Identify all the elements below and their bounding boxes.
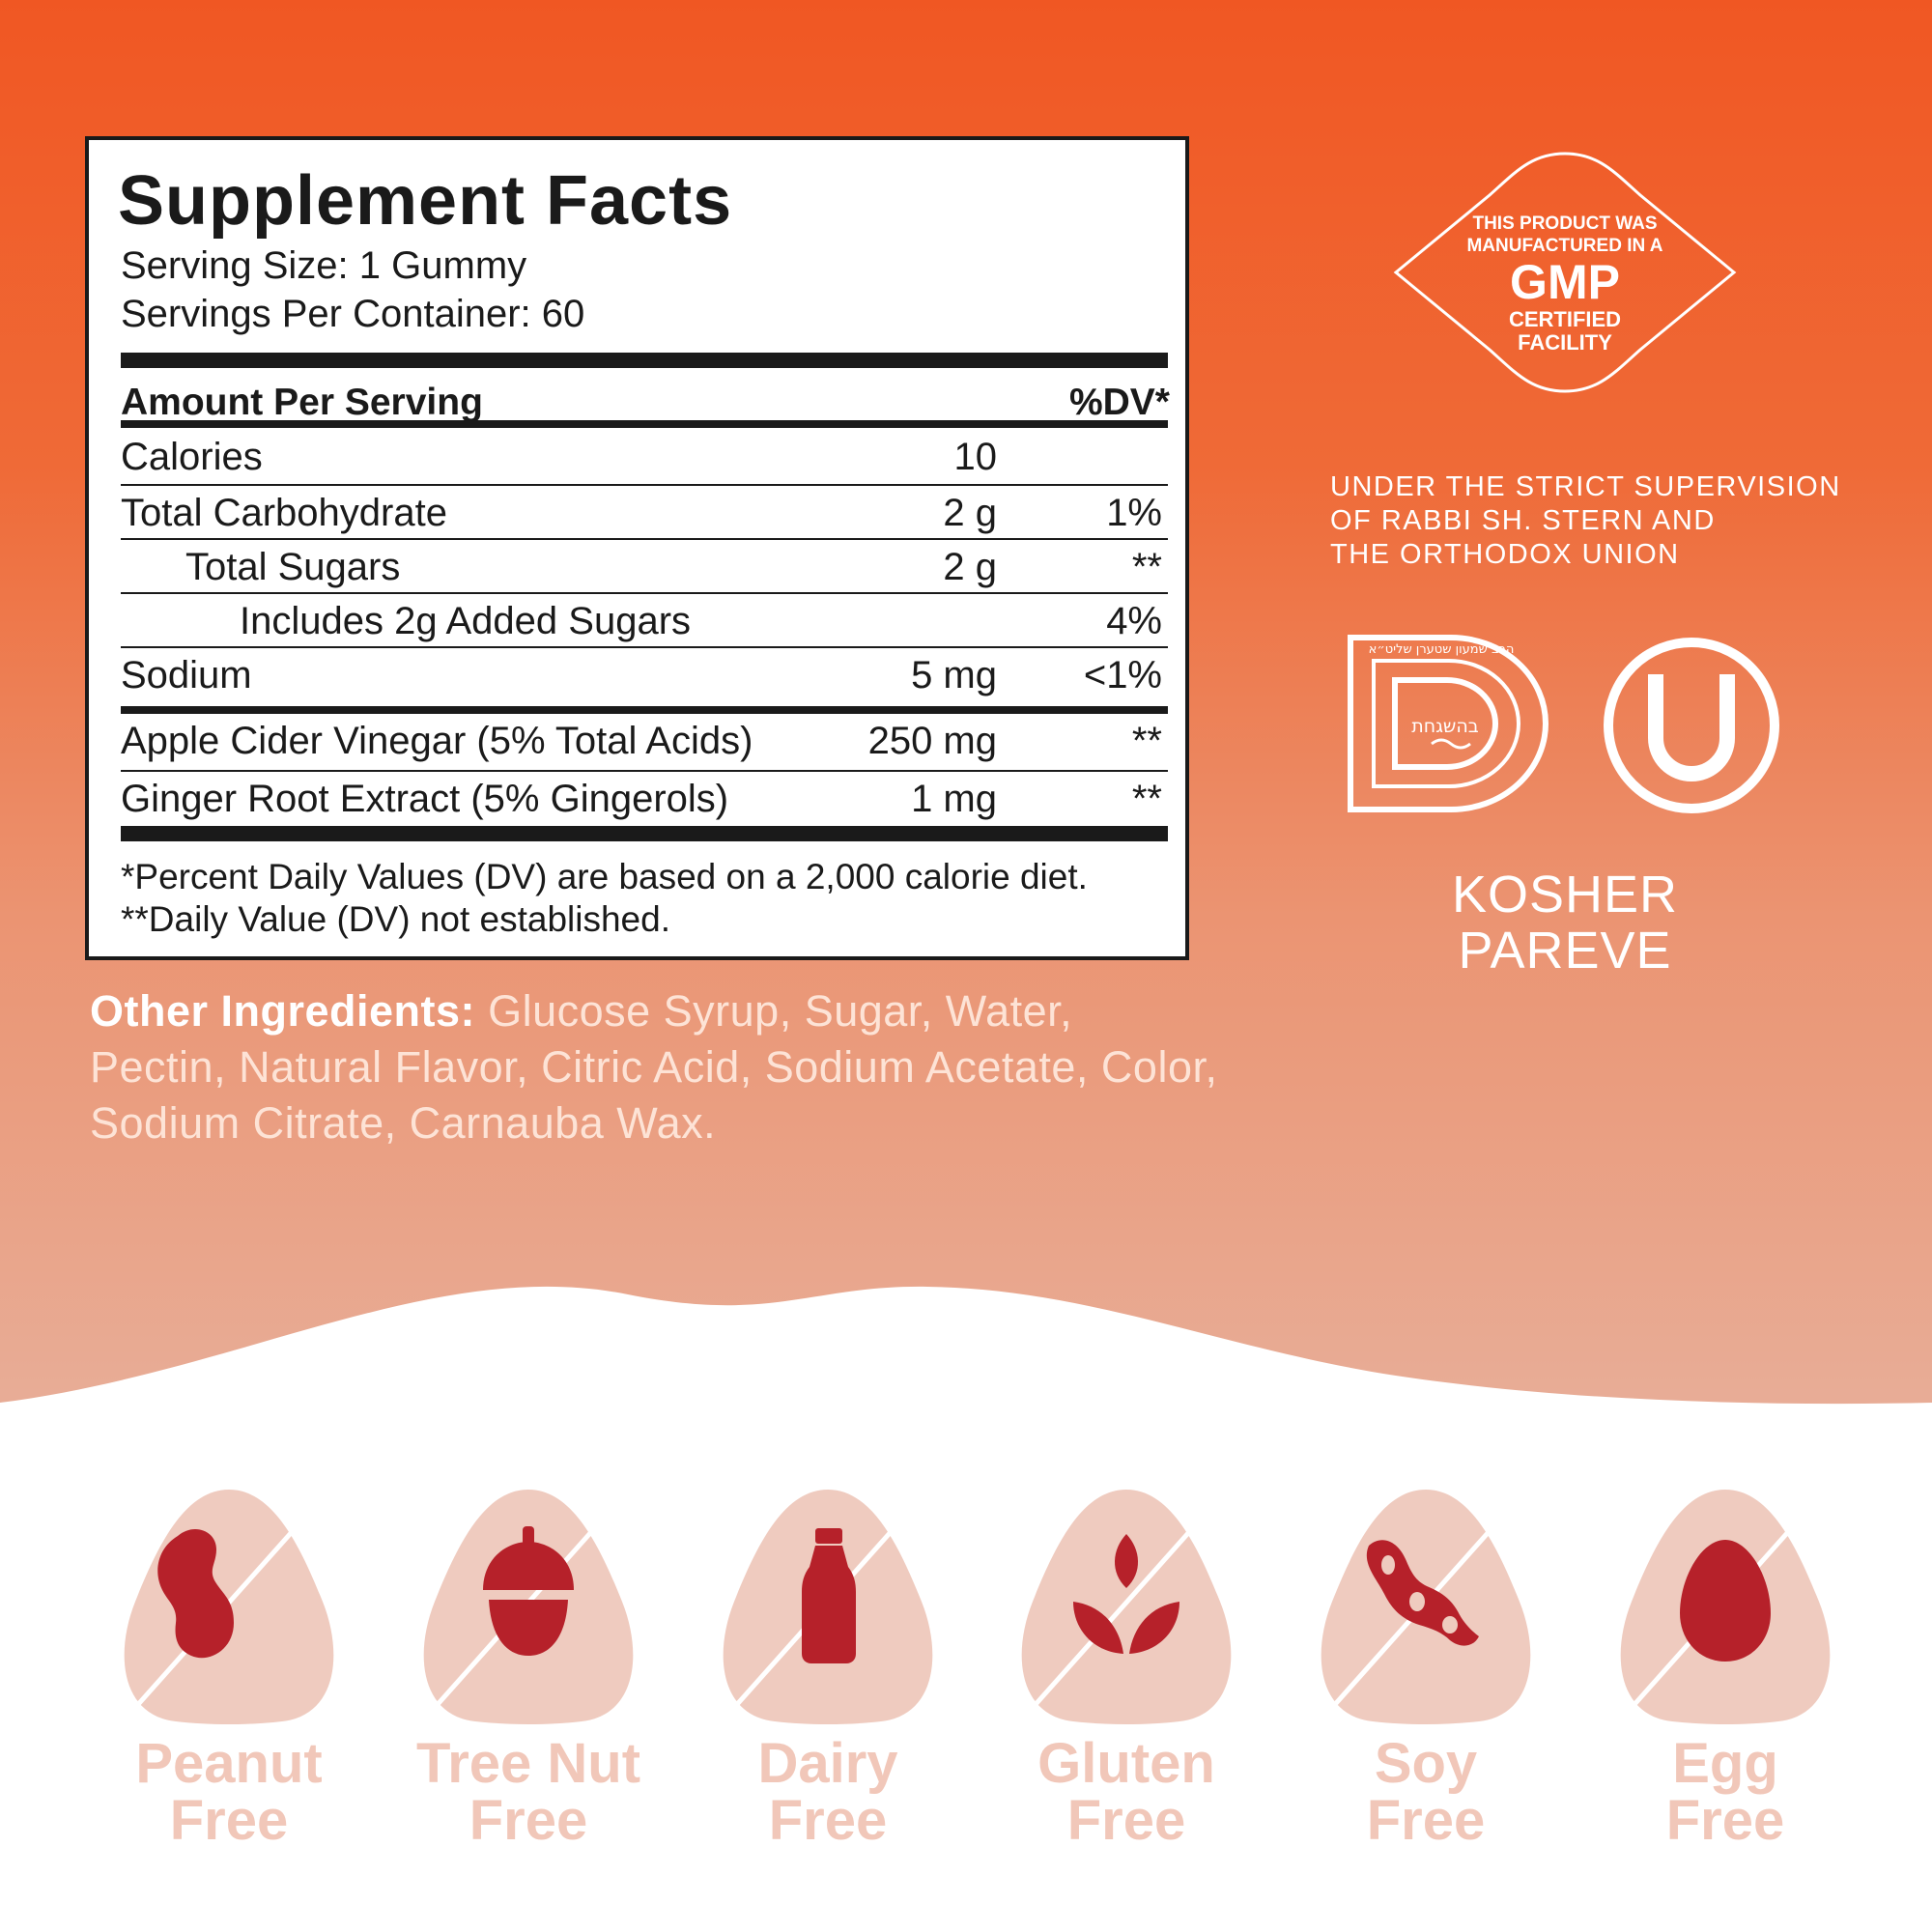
kosher-seal-ring-text: הרב שמעון שטערן שליט״א: [1369, 642, 1515, 657]
medium-divider: [121, 706, 1168, 714]
row-divider: [121, 484, 1168, 486]
gmp-big: GMP: [1510, 255, 1620, 309]
nutrient-name: Apple Cider Vinegar (5% Total Acids): [121, 720, 753, 762]
allergen-label: Egg: [1672, 1732, 1778, 1795]
allergen-free-label: Free: [1366, 1789, 1486, 1852]
acorn-icon: [423, 1490, 634, 1724]
nutrient-row: Apple Cider Vinegar (5% Total Acids) 250…: [121, 714, 1168, 768]
nutrient-amount: 10: [953, 436, 998, 478]
nutrient-amount: 5 mg: [911, 654, 997, 696]
nutrient-row: Calories 10: [121, 430, 1168, 484]
egg-icon: [1620, 1490, 1831, 1724]
supervision-text: UNDER THE STRICT SUPERVISION OF RABBI SH…: [1330, 470, 1871, 572]
nutrient-dv: 1%: [1106, 492, 1162, 534]
ingredients-label: Other Ingredients:: [90, 986, 476, 1036]
nutrient-name: Sodium: [121, 654, 252, 696]
nutrient-name: Includes 2g Added Sugars: [240, 600, 692, 642]
gmp-badge: THIS PRODUCT WAS MANUFACTURED IN A GMP C…: [1393, 152, 1737, 393]
nutrient-dv: **: [1131, 546, 1162, 588]
thick-divider: [121, 826, 1168, 841]
allergen-label: Soy: [1374, 1732, 1478, 1795]
nutrient-dv: <1%: [1083, 654, 1162, 696]
supervision-line: UNDER THE STRICT SUPERVISION: [1330, 471, 1841, 502]
nutrient-dv: 4%: [1106, 600, 1162, 642]
allergen-free-label: Free: [1665, 1789, 1785, 1852]
servings-per-container: Servings Per Container: 60: [121, 293, 585, 335]
gmp-line1: THIS PRODUCT WAS: [1472, 213, 1657, 234]
nutrient-amount: 2 g: [943, 492, 997, 534]
nutrient-amount: 250 mg: [867, 720, 997, 762]
nutrient-name: Calories: [121, 436, 263, 478]
nutrient-row: Total Carbohydrate 2 g 1%: [121, 486, 1168, 540]
gmp-line3: CERTIFIED: [1509, 307, 1621, 331]
nutrient-row: Total Sugars 2 g **: [121, 540, 1168, 594]
milk-bottle-icon: [723, 1490, 933, 1724]
ingredients-text: Glucose Syrup, Sugar, Water, Pectin, Nat…: [90, 986, 1218, 1148]
kosher-seal-icon: בהשגחת הרב שמעון שטערן שליט״א: [1348, 635, 1548, 812]
pareve-label: PAREVE: [1458, 922, 1672, 980]
nutrient-amount: 1 mg: [911, 778, 997, 820]
nutrient-name: Ginger Root Extract (5% Gingerols): [121, 778, 729, 820]
allergen-free-label: Free: [169, 1789, 289, 1852]
allergen-free-label: Free: [1066, 1789, 1186, 1852]
row-divider: [121, 646, 1168, 648]
nutrient-dv: **: [1131, 720, 1162, 762]
row-divider: [121, 538, 1168, 540]
gmp-line2: MANUFACTURED IN A: [1466, 236, 1662, 256]
nutrient-row: Includes 2g Added Sugars 4%: [121, 594, 1168, 648]
thick-divider: [121, 353, 1168, 368]
kosher-seal-center-text: בהשגחת: [1411, 716, 1479, 737]
nutrient-dv: **: [1131, 778, 1162, 820]
medium-divider: [121, 420, 1168, 428]
supplement-facts-panel: Supplement Facts Serving Size: 1 Gummy S…: [85, 136, 1189, 960]
serving-size: Serving Size: 1 Gummy: [121, 244, 527, 287]
allergen-label: Peanut: [135, 1732, 323, 1795]
ou-kosher-icon: [1604, 638, 1779, 813]
wave-divider: [0, 1286, 1932, 1932]
footnote-dv: *Percent Daily Values (DV) are based on …: [121, 857, 1088, 896]
nutrient-name: Total Carbohydrate: [121, 492, 447, 534]
row-divider: [121, 592, 1168, 594]
nutrient-row: Sodium 5 mg <1%: [121, 648, 1168, 702]
nutrient-amount: 2 g: [943, 546, 997, 588]
allergen-free-label: Free: [768, 1789, 888, 1852]
dv-header-label: %DV*: [1068, 382, 1170, 423]
wheat-icon: [1021, 1490, 1232, 1724]
panel-title: Supplement Facts: [118, 162, 733, 240]
supervision-line: THE ORTHODOX UNION: [1330, 539, 1680, 570]
nutrient-row: Ginger Root Extract (5% Gingerols) 1 mg …: [121, 772, 1168, 826]
footnote-not-established: **Daily Value (DV) not established.: [121, 899, 670, 939]
other-ingredients: Other Ingredients: Glucose Syrup, Sugar,…: [90, 983, 1220, 1151]
allergen-label: Dairy: [757, 1732, 898, 1795]
header-row: Amount Per Serving %DV*: [121, 372, 1170, 426]
kosher-label: KOSHER: [1451, 866, 1679, 923]
allergen-label: Gluten: [1037, 1732, 1215, 1795]
gmp-line4: FACILITY: [1518, 330, 1612, 355]
allergen-label: Tree Nut: [415, 1732, 641, 1795]
gmp-badge-outline: [1393, 152, 1737, 393]
peanut-icon: [124, 1490, 334, 1724]
allergen-free-label: Free: [469, 1789, 588, 1852]
supervision-line: OF RABBI SH. STERN AND: [1330, 505, 1716, 536]
soybean-icon: [1321, 1490, 1531, 1724]
nutrient-name: Total Sugars: [185, 546, 401, 588]
amount-per-serving-label: Amount Per Serving: [121, 382, 483, 423]
row-divider: [121, 770, 1168, 772]
